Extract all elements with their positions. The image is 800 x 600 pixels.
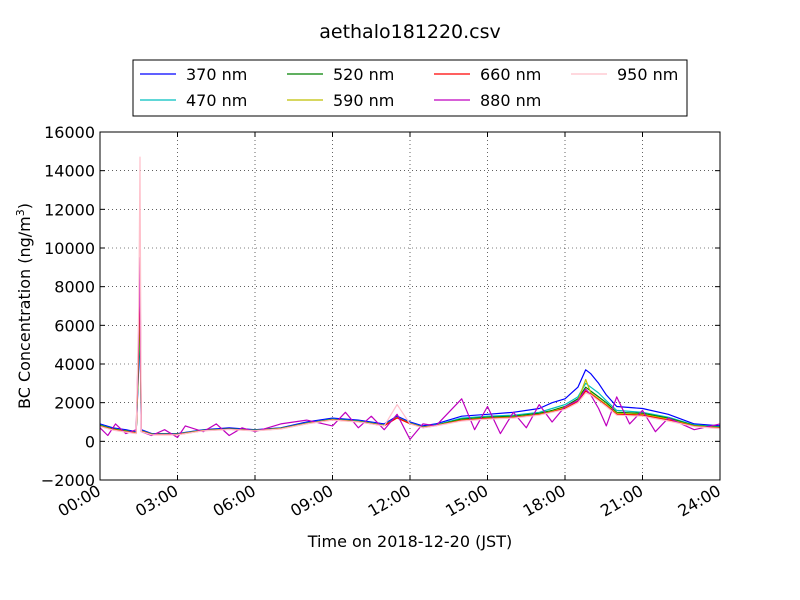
y-tick-label: 6000 bbox=[54, 316, 95, 335]
y-axis-tick-labels: −2000 0 2000 4000 6000 8000 10000 12000 14000 160… bbox=[41, 123, 95, 490]
legend-label: 520 nm bbox=[333, 65, 394, 84]
y-tick-label: 10000 bbox=[44, 239, 95, 258]
x-tick-label: 12:00 bbox=[365, 481, 414, 521]
x-tick-label: 06:00 bbox=[210, 481, 259, 521]
y-tick-label: 0 bbox=[85, 432, 95, 451]
y-tick-label: 8000 bbox=[54, 278, 95, 297]
axis-ticks bbox=[99, 131, 721, 481]
chart-title: aethalo181220.csv bbox=[319, 21, 501, 43]
x-tick-label: 24:00 bbox=[675, 481, 724, 521]
plot-area bbox=[99, 131, 721, 481]
y-tick-label: −2000 bbox=[41, 471, 95, 490]
y-axis-title: BC Concentration (ng/m3) bbox=[14, 203, 35, 409]
legend-label: 590 nm bbox=[333, 91, 394, 110]
legend-item: 520 nm bbox=[287, 65, 394, 84]
legend-items: 370 nm 470 nm 520 nm 590 nm 660 nm 880 nm 950 … bbox=[140, 65, 678, 110]
x-axis-tick-labels: 00:00 03:00 06:00 09:00 12:00 15:00 18:00 21:00… bbox=[55, 481, 724, 521]
legend-label: 470 nm bbox=[186, 91, 247, 110]
series-line-950-nm bbox=[99, 156, 721, 436]
legend-frame bbox=[132, 59, 688, 117]
y-axis-title-text: BC Concentration (ng/m bbox=[15, 216, 34, 409]
legend-item: 660 nm bbox=[434, 65, 541, 84]
x-axis-title: Time on 2018-12-20 (JST) bbox=[307, 532, 512, 551]
legend-item: 370 nm bbox=[140, 65, 247, 84]
x-tick-label: 21:00 bbox=[597, 481, 646, 521]
x-tick-label: 03:00 bbox=[132, 481, 181, 521]
legend-label: 880 nm bbox=[480, 91, 541, 110]
legend-item: 470 nm bbox=[140, 91, 247, 110]
y-tick-label: 12000 bbox=[44, 200, 95, 219]
legend-label: 660 nm bbox=[480, 65, 541, 84]
legend-item: 880 nm bbox=[434, 91, 541, 110]
y-axis-title-end: ) bbox=[15, 203, 34, 209]
y-tick-label: 16000 bbox=[44, 123, 95, 142]
series-line-880-nm bbox=[99, 257, 721, 440]
y-axis-title-superscript: 3 bbox=[14, 209, 27, 216]
legend-label: 950 nm bbox=[617, 65, 678, 84]
y-tick-label: 14000 bbox=[44, 162, 95, 181]
legend-item: 590 nm bbox=[287, 91, 394, 110]
x-tick-label: 09:00 bbox=[287, 481, 336, 521]
legend-label: 370 nm bbox=[186, 65, 247, 84]
x-tick-label: 15:00 bbox=[442, 481, 491, 521]
x-tick-label: 18:00 bbox=[520, 481, 569, 521]
series-lines bbox=[99, 156, 721, 440]
y-tick-label: 4000 bbox=[54, 355, 95, 374]
y-tick-label: 2000 bbox=[54, 394, 95, 413]
legend: 370 nm 470 nm 520 nm 590 nm 660 nm 880 nm 950 … bbox=[132, 59, 688, 117]
legend-item: 950 nm bbox=[571, 65, 678, 84]
